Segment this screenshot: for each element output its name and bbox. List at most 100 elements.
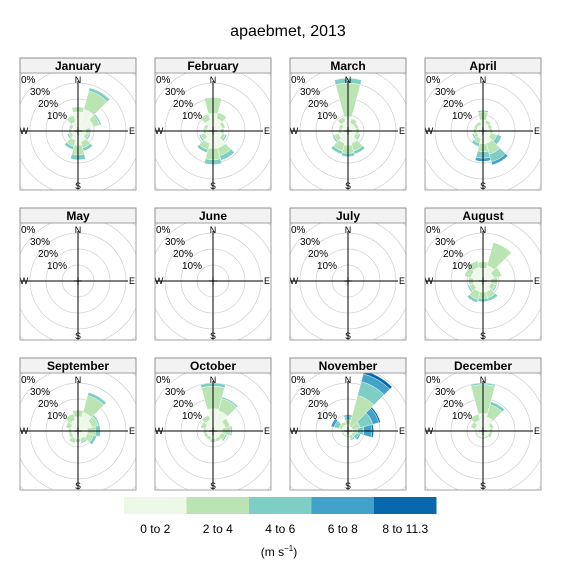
- petal-segment: [475, 121, 482, 127]
- direction-label-w: W: [290, 426, 299, 436]
- petal-segment: [489, 401, 505, 413]
- radial-tick-label: 20%: [443, 99, 463, 110]
- radial-tick-label: 0%: [21, 375, 36, 386]
- petal-segment: [198, 134, 205, 142]
- direction-label-w: W: [155, 276, 164, 286]
- radial-tick-label: 10%: [182, 411, 202, 422]
- legend-swatch: [249, 497, 312, 514]
- radial-tick-label: 0%: [156, 75, 171, 86]
- petal-segment: [66, 115, 76, 125]
- legend-label: 8 to 11.3: [382, 522, 428, 536]
- direction-label-e: E: [264, 426, 270, 436]
- unit-close: ): [293, 545, 297, 559]
- direction-label-e: E: [129, 276, 135, 286]
- radial-tick-label: 20%: [173, 99, 193, 110]
- direction-label-e: E: [264, 126, 270, 136]
- direction-label-w: W: [290, 276, 299, 286]
- legend-swatch: [124, 497, 187, 514]
- radial-tick-label: 20%: [38, 99, 58, 110]
- panel-plot-area: [155, 373, 271, 490]
- radial-tick-label: 10%: [317, 411, 337, 422]
- direction-label-n: N: [210, 375, 217, 385]
- petal-segment: [201, 415, 211, 424]
- petal-segment: [332, 134, 339, 143]
- panel-border: [154, 57, 272, 191]
- direction-label-n: N: [345, 375, 352, 385]
- panel-border: [154, 207, 272, 341]
- petal-segment: [87, 392, 107, 406]
- panel-title: June: [199, 209, 227, 223]
- direction-label-n: N: [480, 225, 487, 235]
- radial-tick-label: 0%: [426, 375, 441, 386]
- petal-segment: [200, 113, 211, 124]
- petal-segment: [64, 142, 75, 150]
- petal-segment: [355, 433, 361, 441]
- direction-label-w: W: [20, 426, 29, 436]
- radial-tick-label: 30%: [165, 387, 185, 398]
- direction-label-n: N: [75, 375, 82, 385]
- direction-label-n: N: [210, 75, 217, 85]
- petal-segment: [65, 413, 76, 424]
- direction-label-w: W: [290, 126, 299, 136]
- petal-segment: [486, 242, 512, 270]
- chart-title: apaebmet, 2013: [230, 23, 346, 40]
- radial-tick-label: 0%: [291, 375, 306, 386]
- radial-tick-label: 30%: [30, 237, 50, 248]
- panel-plot-area: [20, 373, 136, 490]
- panel-title: April: [469, 59, 496, 73]
- petal-segment: [470, 382, 496, 387]
- radial-tick-label: 10%: [47, 411, 67, 422]
- petal-segment: [363, 373, 393, 390]
- petal-segment: [466, 294, 479, 303]
- radial-tick-label: 30%: [435, 387, 455, 398]
- radial-tick-label: 10%: [47, 261, 67, 272]
- panel-plot-area: [290, 373, 406, 490]
- petal-segment: [89, 434, 97, 445]
- panel-border: [19, 357, 137, 491]
- legend-label: 2 to 4: [203, 522, 233, 536]
- petal-segment: [468, 260, 480, 272]
- panel-october: N S E W 10%20%30%0% October: [154, 357, 272, 491]
- direction-label-s: S: [210, 331, 216, 341]
- petal-segment: [330, 145, 343, 155]
- petal-segment: [221, 396, 239, 408]
- panel-january: N S E W 10%20%30%0% January: [19, 57, 137, 191]
- radial-tick-label: 30%: [300, 387, 320, 398]
- legend-label: 6 to 8: [328, 522, 358, 536]
- radial-tick-label: 20%: [443, 249, 463, 260]
- direction-label-w: W: [425, 276, 434, 286]
- radial-tick-label: 10%: [182, 261, 202, 272]
- radial-tick-label: 20%: [308, 249, 328, 260]
- direction-label-s: S: [480, 481, 486, 491]
- panel-september: N S E W 10%20%30%0% September: [19, 357, 137, 491]
- direction-label-n: N: [210, 225, 217, 235]
- legend: 0 to 2 2 to 4 4 to 6 6 to 8 8 to 11.3 (m s−1): [124, 497, 437, 559]
- direction-label-w: W: [155, 426, 164, 436]
- panel-june: N S E W 10%20%30%0% June: [154, 207, 272, 341]
- direction-label-w: W: [20, 276, 29, 286]
- direction-label-s: S: [75, 331, 81, 341]
- direction-label-w: W: [20, 126, 29, 136]
- radial-tick-label: 0%: [156, 225, 171, 236]
- direction-label-e: E: [534, 426, 540, 436]
- radial-tick-label: 20%: [38, 249, 58, 260]
- legend-unit-label: (m s−1): [261, 544, 297, 559]
- panel-border: [289, 357, 407, 491]
- direction-label-e: E: [399, 276, 405, 286]
- legend-label: 4 to 6: [265, 522, 295, 536]
- panel-plot-area: [425, 223, 541, 340]
- panel-title: September: [47, 359, 109, 373]
- direction-label-s: S: [345, 481, 351, 491]
- petal-segment: [471, 139, 480, 147]
- direction-label-e: E: [129, 126, 135, 136]
- panel-title: November: [319, 359, 378, 373]
- petal-segment: [88, 87, 110, 102]
- direction-label-e: E: [399, 126, 405, 136]
- direction-label-w: W: [425, 426, 434, 436]
- radial-tick-label: 0%: [21, 225, 36, 236]
- radial-tick-label: 30%: [30, 387, 50, 398]
- radial-tick-label: 0%: [426, 75, 441, 86]
- radial-tick-label: 20%: [173, 399, 193, 410]
